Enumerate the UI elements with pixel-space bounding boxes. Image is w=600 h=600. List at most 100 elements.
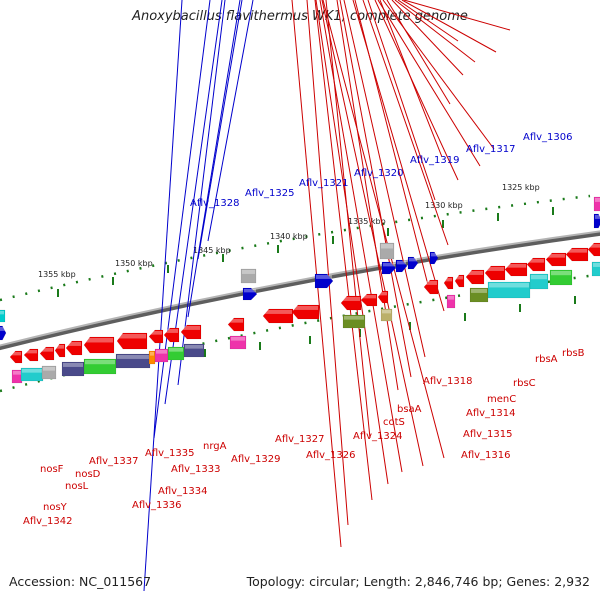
cyan-rbsa-box-shine	[531, 275, 547, 280]
blue-gene-edge	[0, 325, 7, 341]
reverse-gene-label: bsaA	[397, 404, 422, 415]
reverse-gene-label: Aflv_1324	[353, 431, 403, 442]
reverse-leader-line	[314, 0, 373, 501]
bsaa-gene-shine	[379, 292, 387, 296]
nos-gene-1-shine	[11, 352, 21, 356]
aflv-1317-gene-b	[407, 256, 419, 270]
reverse-gene-label: menC	[487, 394, 516, 405]
magenta-1329-box	[229, 335, 247, 350]
aflv-1321-gene	[242, 287, 258, 301]
aflv-1315-gene-shine	[456, 276, 463, 280]
grey-gene-1321	[240, 268, 257, 284]
blue-gene-1306	[593, 213, 600, 229]
aflv-1333-gene-shine	[165, 329, 178, 333]
nos-gene-1	[9, 350, 23, 364]
reverse-leader-line	[325, 0, 371, 439]
nrga-gene-shine	[182, 326, 200, 330]
reverse-leader-line	[336, 0, 399, 391]
blue-gene-1306-shine	[595, 215, 600, 219]
scale-label: 1325 kbp	[502, 183, 540, 192]
rbsa-gene-shine	[547, 254, 565, 258]
aflv-1335-gene-shine	[118, 334, 146, 339]
aflv-1326-gene-shine	[293, 306, 318, 310]
reverse-gene-label: Aflv_1337	[89, 456, 139, 467]
cyan-rbs-box	[487, 281, 531, 299]
nos-gene-2	[23, 348, 39, 362]
topology-summary: Topology: circular; Length: 2,846,746 bp…	[246, 574, 590, 589]
green-1336-box	[83, 358, 117, 375]
forward-leader-line	[153, 0, 211, 439]
aflv-1316-gene-shine	[445, 278, 452, 282]
reverse-leader-line	[374, 0, 459, 181]
gene-track	[0, 196, 600, 384]
cyan-rbsa-box	[529, 273, 549, 290]
cyan-gene-edge-shine	[0, 311, 4, 315]
reverse-gene-label: nosL	[65, 481, 89, 492]
aflv-1335-gene	[116, 332, 148, 350]
magenta-1318-box-shine	[448, 296, 454, 300]
aflv-1324-gene	[340, 295, 362, 311]
forward-leader-line	[177, 0, 226, 386]
rbsa-gene	[545, 252, 567, 267]
aflv-1327-gene-shine	[264, 310, 292, 314]
aflv-1306-gene	[429, 251, 439, 265]
reverse-leader-line	[382, 0, 495, 150]
aflv-1317-gene-b-shine	[409, 258, 417, 262]
magenta-1329-box-shine	[231, 337, 245, 341]
aflv-1329-gene	[227, 317, 245, 332]
menc-gene	[484, 265, 506, 281]
cyan-gene-edge	[0, 309, 6, 323]
aflv-1314-gene-shine	[467, 271, 483, 275]
aflv-1318-gene	[423, 279, 439, 295]
menc-gene-shine	[486, 267, 504, 271]
reverse-gene-label: rbsA	[535, 354, 558, 365]
reverse-leader-line	[386, 0, 451, 105]
nos-gene-2-shine	[25, 350, 37, 354]
reverse-leader-line	[367, 0, 436, 201]
feature-lines	[143, 0, 511, 592]
aflv-1336-gene	[83, 336, 115, 354]
reverse-gene-label: Aflv_1329	[231, 454, 281, 465]
cots-gene	[360, 293, 378, 307]
bsaa-gene	[377, 290, 389, 304]
forward-leader-line	[207, 0, 254, 242]
purple-1337-box	[61, 361, 85, 377]
reverse-gene-label: Aflv_1334	[158, 486, 208, 497]
nos-gene-4	[54, 343, 66, 358]
cyan-edge-box	[591, 261, 600, 277]
aflv-1306-gene-shine	[431, 253, 437, 257]
reverse-gene-label: Aflv_1315	[463, 429, 513, 440]
olive-1316-box	[469, 287, 489, 303]
cyan-nos-box-shine	[22, 369, 42, 373]
reverse-leader-line	[321, 0, 424, 467]
reverse-leader-line	[377, 0, 481, 167]
scale-label: 1345 kbp	[193, 246, 231, 255]
reverse-leader-line	[315, 0, 389, 485]
reverse-gene-label: rbsC	[513, 378, 536, 389]
grey-gene-1321-shine	[242, 270, 255, 274]
forward-leader-line	[143, 0, 183, 592]
reverse-gene-label: Aflv_1316	[461, 450, 511, 461]
green-rbsb-box	[549, 269, 573, 286]
reverse-leader-line	[354, 0, 429, 286]
aflv-1320-gene-shine	[316, 275, 332, 279]
nos-gene-3-shine	[41, 348, 53, 352]
scale-label: 1340 kbp	[270, 232, 308, 241]
grey-nos-box	[41, 365, 57, 380]
aflv-1319-gene-shine	[383, 263, 395, 267]
reverse-leader-line	[397, 0, 459, 42]
reverse-gene-label: Aflv_1342	[23, 516, 73, 527]
forward-gene-label: Aflv_1317	[466, 144, 516, 155]
reverse-leader-line	[291, 0, 342, 548]
rbsb-gene	[565, 247, 589, 262]
green-1336-box-shine	[85, 360, 115, 365]
reverse-gene-label: Aflv_1336	[132, 500, 182, 511]
grey-gene-1319-shine	[381, 244, 393, 249]
reverse-gene-label: Aflv_1314	[466, 408, 516, 419]
reverse-leader-line	[394, 0, 476, 63]
magenta-gene-edge	[593, 196, 600, 212]
reverse-gene-label: rbsB	[562, 348, 585, 359]
rbsc-gene-b-shine	[528, 259, 544, 263]
magenta-1334-box-shine	[156, 350, 167, 354]
green-rbsb-box-shine	[551, 271, 571, 276]
